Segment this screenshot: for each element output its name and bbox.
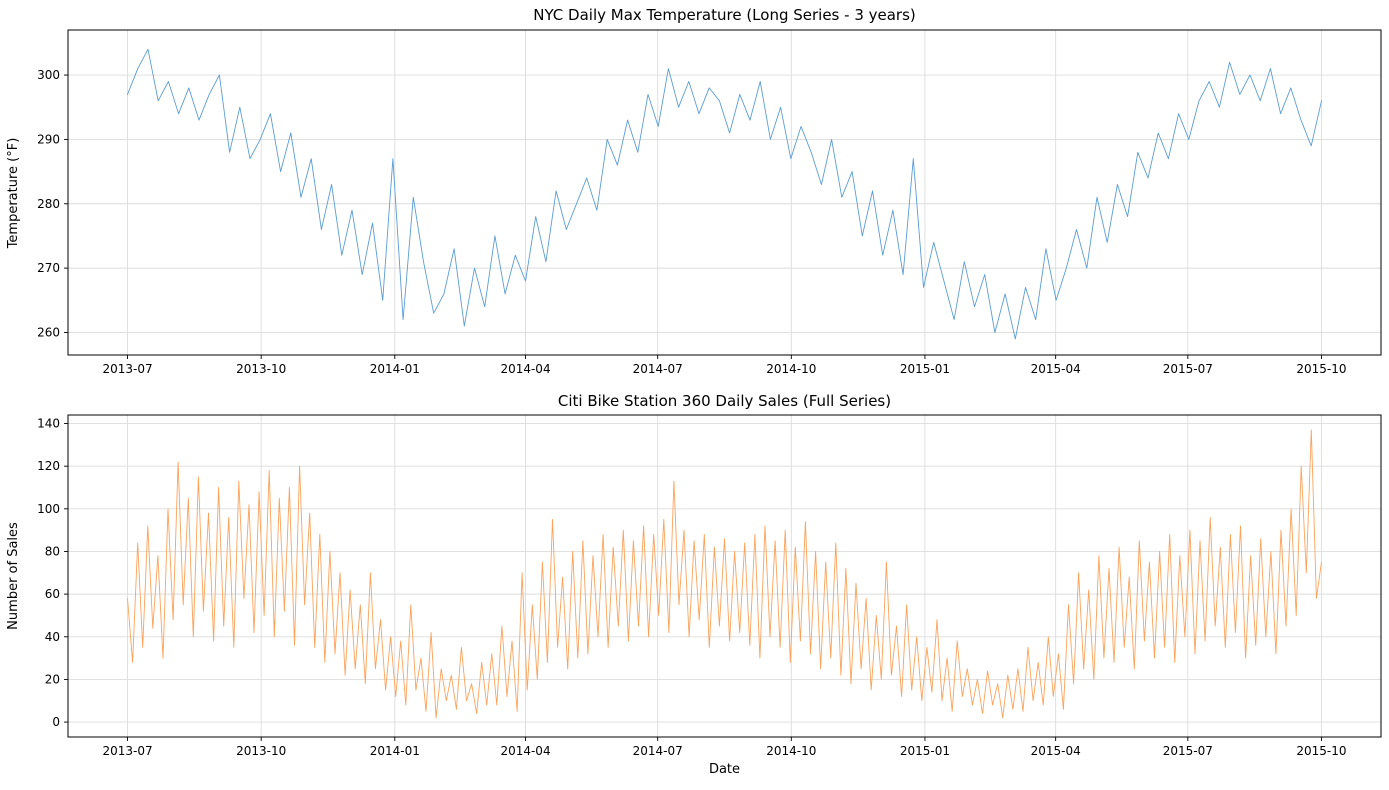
svg-text:2015-10: 2015-10: [1296, 362, 1346, 376]
svg-text:290: 290: [37, 132, 60, 146]
svg-text:300: 300: [37, 68, 60, 82]
svg-text:2014-01: 2014-01: [370, 362, 420, 376]
temperature-chart-title: NYC Daily Max Temperature (Long Series -…: [533, 6, 916, 24]
svg-text:120: 120: [37, 459, 60, 473]
svg-text:0: 0: [52, 715, 60, 729]
svg-text:80: 80: [45, 544, 60, 558]
temperature-tick-labels: 260 270 280 290 300 2013-07 2013-10 2014-01 2014…: [37, 68, 1346, 376]
svg-text:2015-10: 2015-10: [1296, 744, 1346, 758]
sales-chart-title: Citi Bike Station 360 Daily Sales (Full …: [557, 392, 892, 410]
svg-text:260: 260: [37, 325, 60, 339]
sales-grid: [68, 415, 1381, 737]
svg-text:2014-07: 2014-07: [633, 362, 683, 376]
svg-text:140: 140: [37, 417, 60, 431]
temperature-grid: [68, 30, 1381, 355]
svg-text:20: 20: [45, 672, 60, 686]
svg-text:100: 100: [37, 502, 60, 516]
svg-text:2013-07: 2013-07: [102, 362, 152, 376]
svg-text:2015-01: 2015-01: [900, 362, 950, 376]
svg-text:2015-07: 2015-07: [1163, 362, 1213, 376]
svg-text:2015-04: 2015-04: [1031, 744, 1081, 758]
sales-series-line: [127, 429, 1322, 719]
temperature-series-line: [127, 48, 1322, 340]
svg-text:2013-10: 2013-10: [236, 744, 286, 758]
svg-text:2013-10: 2013-10: [236, 362, 286, 376]
svg-text:40: 40: [45, 630, 60, 644]
svg-text:2014-10: 2014-10: [766, 744, 816, 758]
svg-text:2015-07: 2015-07: [1163, 744, 1213, 758]
sales-axes: [64, 414, 1382, 741]
svg-text:2014-10: 2014-10: [766, 362, 816, 376]
svg-text:2014-01: 2014-01: [370, 744, 420, 758]
svg-text:280: 280: [37, 197, 60, 211]
svg-text:2014-04: 2014-04: [500, 362, 550, 376]
temperature-axes: [64, 29, 1382, 359]
x-axis-label: Date: [708, 762, 741, 777]
svg-text:2015-04: 2015-04: [1031, 362, 1081, 376]
svg-text:270: 270: [37, 261, 60, 275]
svg-text:2014-04: 2014-04: [500, 744, 550, 758]
sales-tick-labels: 0 20 40 60 80 100 120 140 2013-07 2013-10 2014-01 2…: [37, 417, 1346, 758]
svg-text:2015-01: 2015-01: [900, 744, 950, 758]
svg-text:2013-07: 2013-07: [102, 744, 152, 758]
svg-text:2014-07: 2014-07: [633, 744, 683, 758]
svg-text:60: 60: [45, 587, 60, 601]
